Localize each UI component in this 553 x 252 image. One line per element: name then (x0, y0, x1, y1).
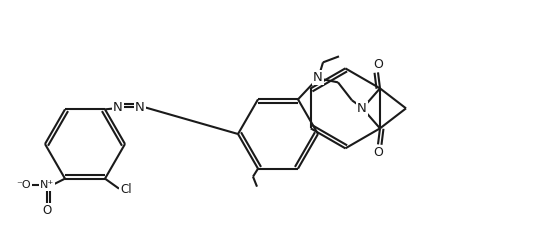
Text: N⁺: N⁺ (40, 180, 54, 190)
Text: N: N (313, 71, 323, 84)
Text: O: O (373, 146, 383, 159)
Text: ⁻O: ⁻O (17, 180, 32, 190)
Text: O: O (43, 204, 51, 217)
Text: O: O (373, 58, 383, 71)
Text: N: N (113, 101, 123, 114)
Text: N: N (135, 101, 145, 114)
Text: N: N (357, 102, 367, 115)
Text: Cl: Cl (120, 183, 132, 196)
